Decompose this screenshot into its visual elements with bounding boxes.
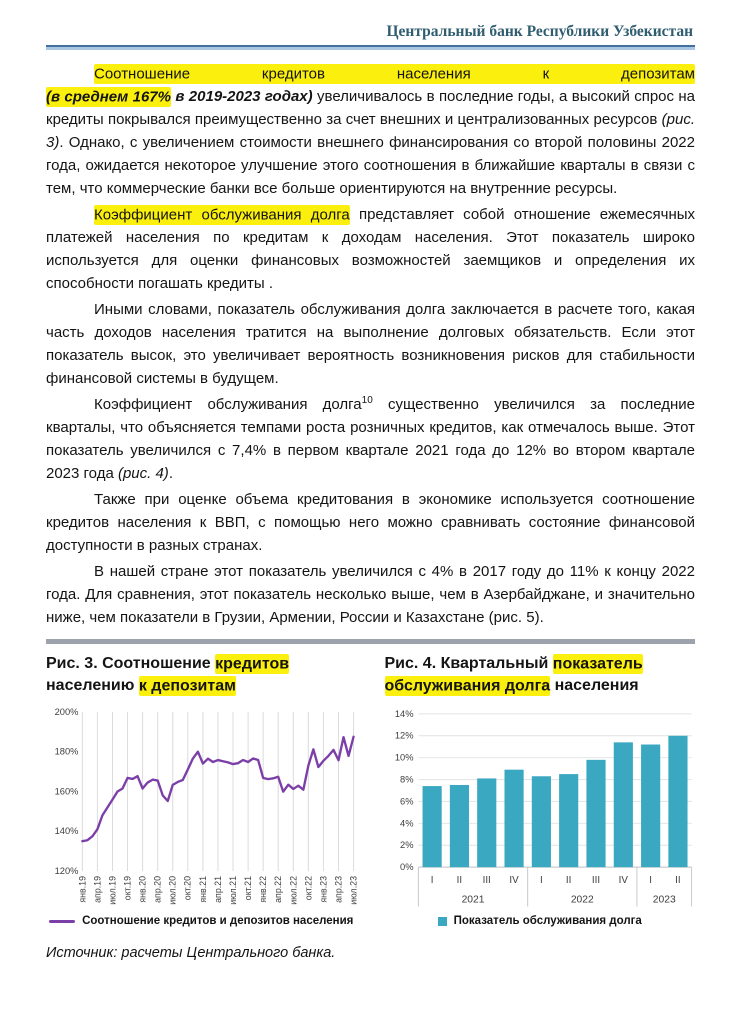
legend-label: Соотношение кредитов и депозитов населен… [82, 915, 354, 928]
svg-text:2022: 2022 [570, 895, 593, 906]
svg-text:8%: 8% [400, 775, 413, 785]
figure-reference: (рис. 4) [117, 465, 169, 482]
svg-text:окт.19: окт.19 [123, 876, 133, 900]
svg-text:IV: IV [509, 875, 519, 886]
page-title: Центральный банк Республики Узбекистан [386, 23, 693, 40]
svg-text:июл.23: июл.23 [348, 876, 356, 905]
svg-text:окт.20: окт.20 [183, 876, 193, 900]
svg-text:IV: IV [618, 875, 628, 886]
svg-text:окт.22: окт.22 [303, 876, 313, 900]
highlight-span: Коэффициент обслуживания долга [94, 204, 350, 225]
svg-text:янв.22: янв.22 [258, 876, 268, 903]
svg-text:4%: 4% [400, 818, 413, 828]
svg-text:0%: 0% [400, 862, 413, 872]
svg-text:III: III [482, 875, 490, 886]
svg-text:II: II [565, 875, 570, 886]
figure-4-title: Рис. 4. Квартальный показатель обслужива… [384, 653, 643, 696]
svg-text:12%: 12% [394, 731, 413, 741]
svg-text:янв.19: янв.19 [77, 876, 87, 903]
svg-text:140%: 140% [55, 826, 79, 836]
svg-text:6%: 6% [400, 796, 413, 806]
svg-text:июл.20: июл.20 [168, 876, 178, 905]
svg-text:2023: 2023 [652, 895, 675, 906]
highlight-span: кредитов [215, 653, 290, 674]
figure-3-legend: Соотношение кредитов и депозитов населен… [46, 914, 357, 928]
svg-text:I: I [649, 875, 652, 886]
svg-text:10%: 10% [394, 753, 413, 763]
header-rule-divider [46, 45, 695, 50]
svg-text:апр.20: апр.20 [153, 876, 163, 903]
highlight-span: (в среднем 167% [46, 86, 171, 107]
legend-square-swatch [437, 916, 447, 926]
highlight-span: показатель [552, 653, 643, 674]
svg-text:2021: 2021 [461, 895, 484, 906]
legend-label: Показатель обслуживания долга [453, 915, 642, 928]
figures-row: Рис. 3. Соотношение кредитов населению к… [46, 653, 695, 928]
svg-text:180%: 180% [55, 747, 79, 757]
figure-4-bar-chart: 0% 2% 4% 6% 8% 10% 12% 14% I II III IV I II III IV I II 20… [385, 706, 696, 912]
paragraph-6: В нашей стране этот показатель увеличилс… [46, 563, 695, 626]
paragraph-1-first-line: Соотношение кредитов населения к депозит… [46, 62, 695, 85]
figure-3-title: Рис. 3. Соотношение кредитов населению к… [46, 653, 290, 696]
svg-text:14%: 14% [394, 709, 413, 719]
svg-text:апр.21: апр.21 [213, 876, 223, 903]
figure-4-legend: Показатель обслуживания долга [385, 914, 696, 928]
svg-text:янв.23: янв.23 [318, 876, 328, 903]
svg-text:II: II [456, 875, 461, 886]
legend-line-swatch [49, 919, 76, 923]
svg-text:2%: 2% [400, 840, 413, 850]
paragraph-5: Также при оценке объема кредитования в э… [46, 491, 695, 554]
svg-text:120%: 120% [55, 866, 79, 876]
figure-reference: (рис. 3) [46, 111, 695, 151]
svg-text:окт.21: окт.21 [243, 876, 253, 900]
figure-3: Рис. 3. Соотношение кредитов населению к… [46, 653, 357, 928]
svg-text:янв.20: янв.20 [138, 876, 148, 903]
paragraph-3: Иными словами, показатель обслуживания д… [46, 301, 695, 387]
svg-text:июл.19: июл.19 [107, 876, 117, 905]
svg-text:160%: 160% [55, 786, 79, 796]
document-body: Соотношение кредитов населения к депозит… [46, 62, 695, 629]
footnote-reference: 10 [361, 395, 373, 406]
svg-text:апр.23: апр.23 [333, 876, 343, 903]
paragraph-4: Коэффициент обслуживания долга10 существ… [46, 395, 695, 483]
svg-text:III: III [591, 875, 599, 886]
paragraph-2: Коэффициент обслуживания долга представл… [46, 204, 696, 292]
svg-text:I: I [430, 875, 433, 886]
svg-text:II: II [675, 875, 680, 886]
svg-text:I: I [539, 875, 542, 886]
bold-italic-span: в 2019-2023 годах) [170, 88, 313, 105]
svg-text:апр.22: апр.22 [273, 876, 283, 903]
highlight-span: к депозитам [138, 675, 236, 696]
svg-text:200%: 200% [55, 707, 79, 717]
svg-text:июл.21: июл.21 [228, 876, 238, 905]
svg-text:июл.22: июл.22 [288, 876, 298, 905]
highlight-span: Соотношение кредитов населения к депозит… [94, 63, 695, 84]
figure-4: Рис. 4. Квартальный показатель обслужива… [384, 653, 696, 928]
svg-text:янв.21: янв.21 [198, 876, 208, 903]
section-divider [46, 639, 695, 644]
source-note: Источник: расчеты Центрального банка. [46, 945, 336, 962]
svg-text:апр.19: апр.19 [92, 876, 102, 903]
highlight-span: обслуживания долга [384, 675, 551, 696]
figure-3-line-chart: 120% 140% 160% 180% 200% янв.19 апр.19 июл.19 ок… [46, 706, 357, 912]
paragraph-1: (в среднем 167% в 2019-2023 годах) увели… [46, 86, 696, 197]
